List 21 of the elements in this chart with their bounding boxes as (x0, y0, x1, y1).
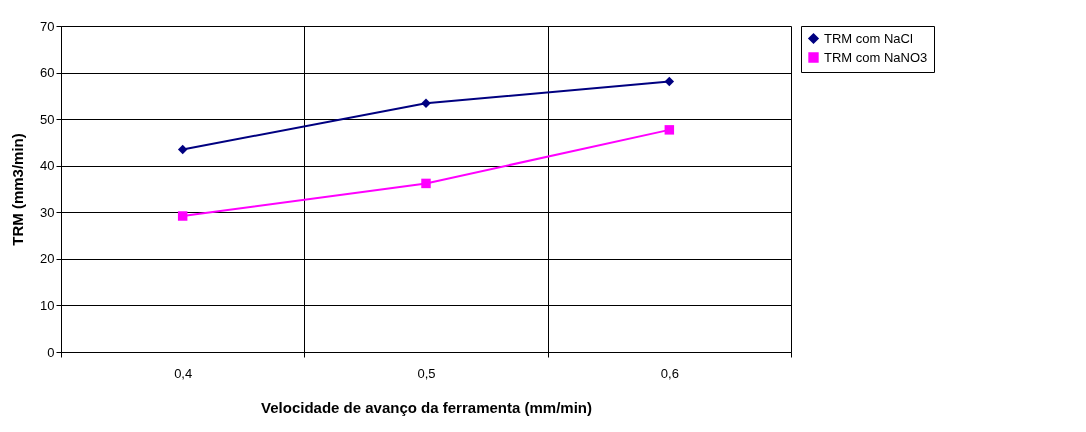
y-tick-label: 70 (40, 18, 55, 34)
point (664, 125, 675, 135)
legend-label: TRM com NaCl (824, 30, 913, 46)
legend-label: TRM com NaNO3 (824, 49, 928, 65)
y-tick-label: 0 (47, 344, 55, 360)
y-tick-label: 60 (40, 65, 55, 81)
point (664, 76, 675, 87)
x-tick-label: 0,6 (660, 365, 679, 381)
x-axis-title: Velocidade de avanço da ferramenta (mm/min) (261, 398, 592, 416)
point (177, 211, 188, 221)
x-tick-label: 0,4 (174, 365, 193, 381)
y-tick-label: 10 (40, 297, 55, 313)
y-tick-label: 50 (40, 111, 55, 127)
y-tick-label: 30 (40, 204, 55, 220)
point (177, 144, 188, 155)
y-axis-title: TRM (mm3/min) (9, 133, 27, 246)
y-tick-label: 20 (40, 251, 55, 267)
y-tick-label: 40 (40, 158, 55, 174)
point (421, 178, 431, 189)
x-tick-label: 0,5 (417, 365, 436, 381)
point (421, 98, 431, 109)
